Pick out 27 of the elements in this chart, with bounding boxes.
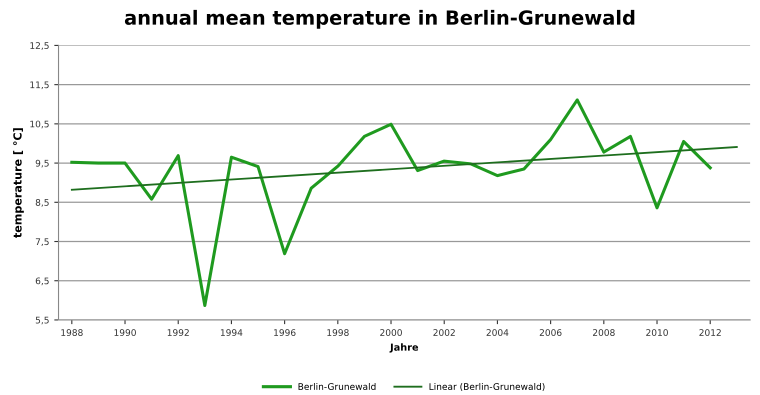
x-tick-label: 1990 bbox=[114, 329, 136, 336]
x-tick-label: 1988 bbox=[61, 329, 83, 336]
y-tick-label: 8,5 bbox=[36, 199, 49, 207]
x-tick-label: 1992 bbox=[168, 329, 189, 336]
x-tick-label: 2002 bbox=[433, 329, 455, 336]
y-tick-label: 11,5 bbox=[30, 81, 49, 90]
x-tick-label: 2006 bbox=[540, 329, 562, 336]
x-tick-label: 2010 bbox=[646, 329, 668, 336]
x-tick-label: 1996 bbox=[274, 329, 296, 336]
x-axis-title: Jahre bbox=[390, 343, 418, 353]
x-tick-label: 2012 bbox=[699, 329, 721, 336]
y-tick-label: 7,5 bbox=[36, 238, 49, 246]
y-tick-label: 12,5 bbox=[30, 42, 49, 50]
y-tick-label: 6,5 bbox=[36, 277, 49, 286]
legend-label: Berlin-Grunewald bbox=[298, 382, 376, 390]
x-tick-label: 1998 bbox=[327, 329, 349, 336]
y-tick-label: 9,5 bbox=[36, 160, 49, 168]
x-tick-label: 2000 bbox=[380, 329, 402, 336]
line-series bbox=[70, 98, 712, 307]
y-tick-label: 10,5 bbox=[30, 120, 49, 128]
legend-label: Linear (Berlin-Grunewald) bbox=[430, 382, 545, 392]
chart-title: annual mean temperature in Berlin-Grunewald bbox=[124, 10, 634, 29]
x-tick-label: 2004 bbox=[486, 329, 508, 336]
y-axis-title: temperature [ °C] bbox=[13, 128, 24, 238]
x-tick-label: 1994 bbox=[220, 329, 242, 336]
x-tick-label: 2008 bbox=[592, 329, 615, 336]
y-tick-label: 5,5 bbox=[36, 316, 49, 324]
